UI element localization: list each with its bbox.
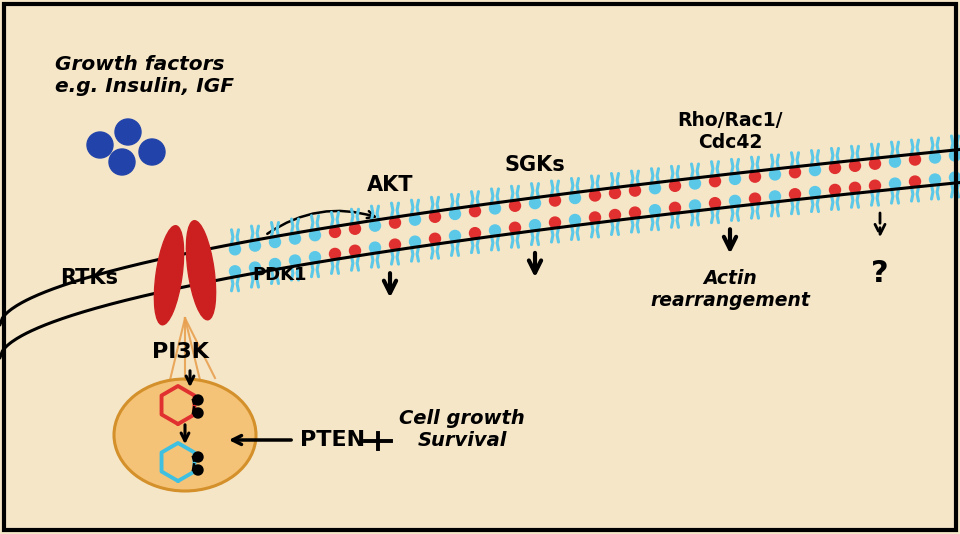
Circle shape <box>610 209 620 221</box>
Text: Actin
rearrangement: Actin rearrangement <box>650 269 810 310</box>
Circle shape <box>229 266 241 277</box>
Circle shape <box>750 171 760 182</box>
Circle shape <box>829 162 841 174</box>
Text: RTKs: RTKs <box>60 268 118 288</box>
Circle shape <box>689 200 701 211</box>
Circle shape <box>449 231 461 241</box>
Text: AKT: AKT <box>367 175 413 195</box>
Circle shape <box>349 223 361 234</box>
Text: Rho/Rac1/
Cdc42: Rho/Rac1/ Cdc42 <box>677 111 782 152</box>
Circle shape <box>290 255 300 266</box>
Ellipse shape <box>115 380 255 490</box>
Circle shape <box>349 245 361 256</box>
Text: PTEN: PTEN <box>300 430 365 450</box>
Circle shape <box>809 186 821 198</box>
Circle shape <box>510 222 520 233</box>
Circle shape <box>370 220 380 231</box>
Circle shape <box>469 227 481 239</box>
Circle shape <box>270 258 280 270</box>
Circle shape <box>890 178 900 189</box>
Ellipse shape <box>186 221 216 320</box>
Circle shape <box>469 206 481 217</box>
Circle shape <box>650 183 660 194</box>
Circle shape <box>770 169 780 180</box>
Circle shape <box>949 172 960 183</box>
Circle shape <box>929 152 941 163</box>
Circle shape <box>549 217 561 228</box>
Circle shape <box>115 119 141 145</box>
Circle shape <box>530 219 540 231</box>
Circle shape <box>709 176 721 187</box>
Circle shape <box>250 262 260 273</box>
Circle shape <box>610 187 620 199</box>
Circle shape <box>549 195 561 206</box>
Circle shape <box>589 212 601 223</box>
Circle shape <box>449 208 461 219</box>
Text: SGKs: SGKs <box>505 155 565 175</box>
Circle shape <box>193 452 203 462</box>
Circle shape <box>410 214 420 225</box>
Circle shape <box>909 154 921 165</box>
Circle shape <box>193 408 203 418</box>
Text: ?: ? <box>871 258 889 288</box>
Ellipse shape <box>155 226 183 325</box>
Circle shape <box>429 233 441 244</box>
Circle shape <box>730 195 740 207</box>
Circle shape <box>909 176 921 187</box>
Circle shape <box>370 242 380 253</box>
Circle shape <box>250 240 260 251</box>
Circle shape <box>850 160 860 171</box>
Circle shape <box>929 174 941 185</box>
Circle shape <box>139 139 165 165</box>
Circle shape <box>309 230 321 241</box>
Text: PDK1: PDK1 <box>252 266 306 284</box>
Circle shape <box>530 198 540 209</box>
Circle shape <box>87 132 113 158</box>
Circle shape <box>669 202 681 213</box>
Text: PI3K: PI3K <box>152 342 208 362</box>
Circle shape <box>390 239 400 250</box>
Circle shape <box>329 248 341 260</box>
Circle shape <box>193 465 203 475</box>
Circle shape <box>229 244 241 255</box>
Circle shape <box>510 200 520 211</box>
Circle shape <box>290 233 300 244</box>
Circle shape <box>589 190 601 201</box>
Circle shape <box>709 198 721 209</box>
Text: Cell growth
Survival: Cell growth Survival <box>399 410 525 451</box>
Circle shape <box>850 182 860 193</box>
Circle shape <box>410 236 420 247</box>
Circle shape <box>750 193 760 204</box>
Circle shape <box>829 184 841 195</box>
Circle shape <box>490 203 500 214</box>
Circle shape <box>870 158 880 169</box>
Circle shape <box>809 164 821 176</box>
Circle shape <box>490 225 500 236</box>
Circle shape <box>270 237 280 248</box>
Circle shape <box>770 191 780 202</box>
Circle shape <box>870 180 880 191</box>
Circle shape <box>730 174 740 184</box>
Circle shape <box>669 180 681 191</box>
Circle shape <box>890 156 900 167</box>
Circle shape <box>689 178 701 189</box>
Circle shape <box>109 149 135 175</box>
Circle shape <box>193 395 203 405</box>
Circle shape <box>329 226 341 238</box>
Circle shape <box>650 205 660 216</box>
Circle shape <box>630 207 640 218</box>
Circle shape <box>309 252 321 263</box>
Circle shape <box>949 150 960 161</box>
Circle shape <box>630 185 640 196</box>
Circle shape <box>429 211 441 222</box>
Circle shape <box>789 189 801 200</box>
Circle shape <box>390 217 400 228</box>
Text: Growth factors
e.g. Insulin, IGF: Growth factors e.g. Insulin, IGF <box>55 55 234 96</box>
Circle shape <box>569 192 581 203</box>
Circle shape <box>789 167 801 178</box>
Circle shape <box>569 215 581 225</box>
